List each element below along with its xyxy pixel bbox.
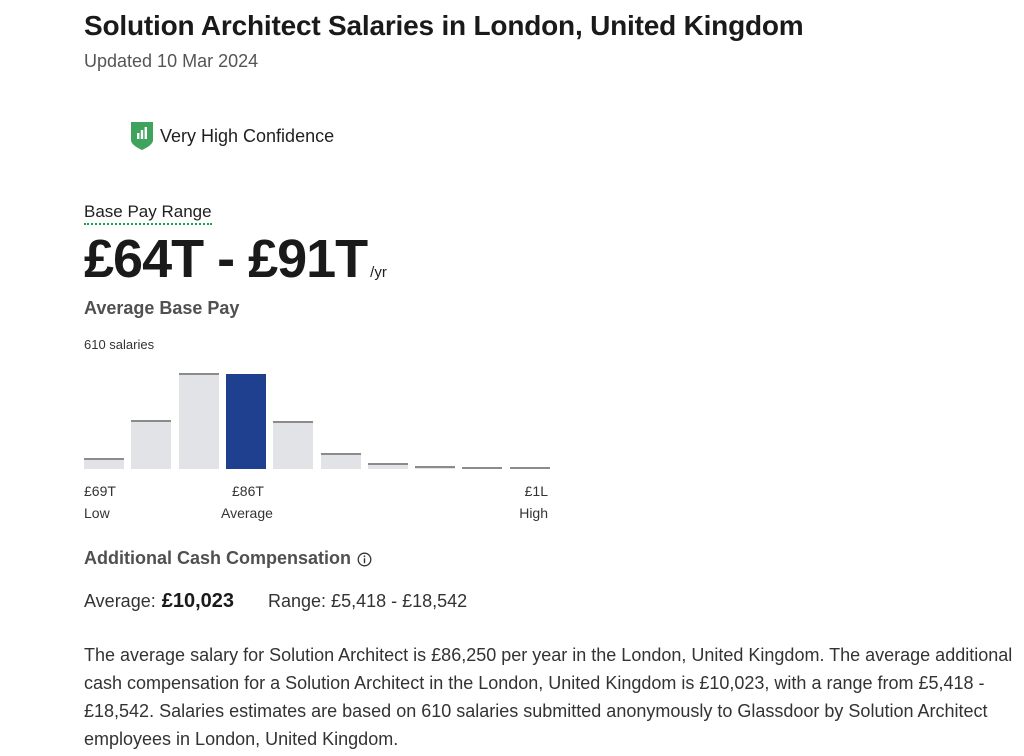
histogram-bar (131, 420, 171, 469)
average-base-pay-title: Average Base Pay (84, 298, 240, 318)
additional-cash-title: Additional Cash Compensation (84, 548, 372, 569)
histogram-axis: £69T Low £86T Average £1L High (84, 481, 550, 525)
additional-cash-average-value: £10,023 (161, 590, 235, 612)
histogram-bar (179, 373, 219, 469)
confidence-shield-icon (130, 121, 154, 151)
axis-average-value: £86T (232, 483, 264, 499)
salary-summary: The average salary for Solution Architec… (84, 645, 1013, 749)
axis-average-label: Average (221, 505, 273, 521)
histogram-bar (462, 467, 502, 469)
page-title: Solution Architect Salaries in London, U… (84, 10, 804, 41)
axis-high-value: £1L (524, 483, 548, 499)
salary-histogram (84, 365, 550, 469)
axis-low-label: Low (84, 505, 110, 521)
histogram-bar (368, 463, 408, 469)
confidence-label: Very High Confidence (160, 125, 335, 146)
histogram-bar (510, 467, 550, 469)
base-pay-range: £64T - £91T /yr (84, 226, 387, 292)
axis-high-label: High (519, 505, 548, 521)
histogram-bar (415, 466, 455, 469)
base-pay-range-value: £64T - £91T (84, 229, 368, 289)
histogram-bar (273, 421, 313, 469)
base-pay-unit: /yr (370, 264, 387, 281)
confidence-badge: Very High Confidence (130, 121, 334, 151)
info-icon[interactable] (357, 551, 372, 567)
additional-cash-values: Average: £10,023 Range: £5,418 - £18,542 (84, 590, 467, 613)
updated-date: Updated 10 Mar 2024 (84, 51, 259, 71)
histogram-bar (226, 374, 266, 469)
additional-cash-title-text: Additional Cash Compensation (84, 548, 352, 568)
axis-low-value: £69T (84, 483, 116, 499)
histogram-bar (84, 458, 124, 469)
additional-cash-average-label: Average: (84, 591, 156, 611)
base-pay-range-label[interactable]: Base Pay Range (84, 202, 212, 225)
additional-cash-range: Range: £5,418 - £18,542 (268, 591, 468, 611)
histogram-bar (321, 453, 361, 469)
salary-count: 610 salaries (84, 337, 155, 352)
